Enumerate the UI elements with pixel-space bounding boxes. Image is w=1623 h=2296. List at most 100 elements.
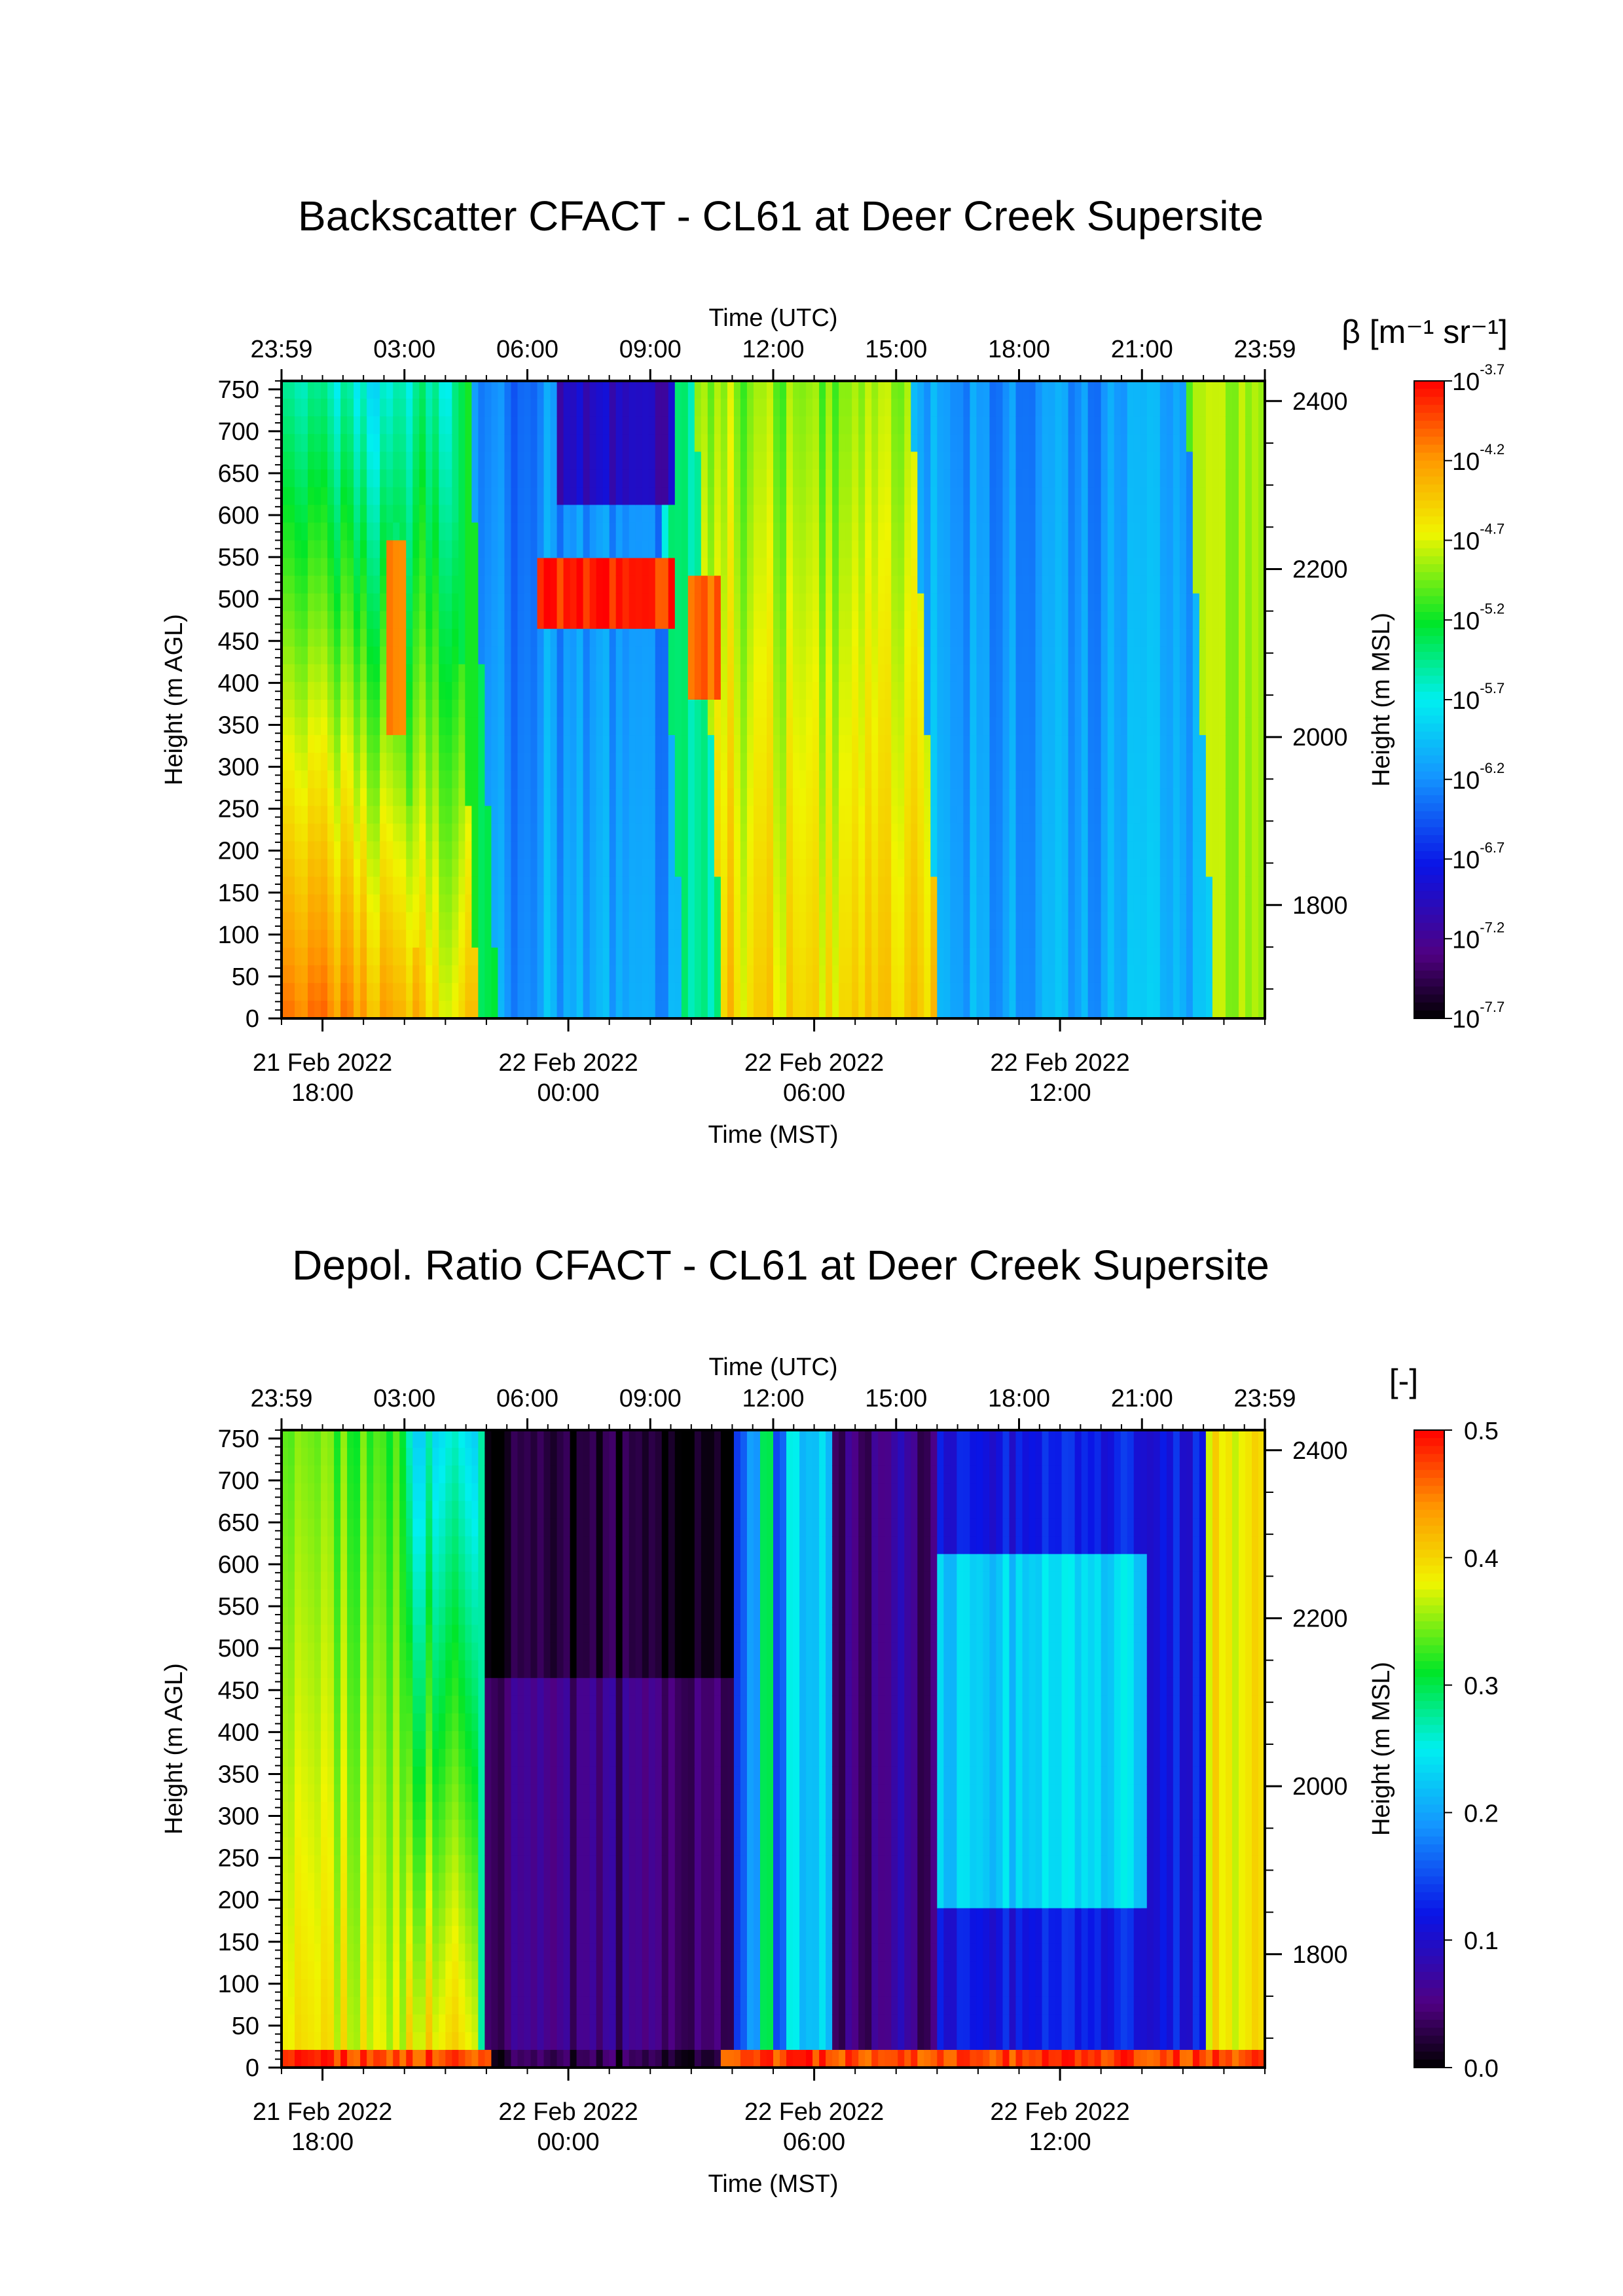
heatmap-cell bbox=[753, 381, 761, 399]
heatmap-cell bbox=[576, 399, 584, 417]
heatmap-cell bbox=[701, 753, 708, 771]
heatmap-cell bbox=[1140, 717, 1148, 736]
heatmap-cell bbox=[419, 469, 426, 488]
heatmap-cell bbox=[452, 788, 459, 806]
heatmap-cell bbox=[989, 646, 997, 665]
heatmap-cell bbox=[661, 753, 669, 771]
heatmap-cell bbox=[1146, 965, 1154, 984]
heatmap-cell bbox=[1009, 575, 1017, 594]
heatmap-cell bbox=[819, 1000, 826, 1019]
heatmap-cell bbox=[360, 717, 367, 736]
heatmap-cell bbox=[930, 859, 938, 878]
heatmap-cell bbox=[282, 947, 289, 966]
heatmap-cell bbox=[740, 558, 748, 577]
heatmap-cell bbox=[714, 434, 721, 452]
heatmap-cell bbox=[1166, 399, 1174, 417]
heatmap-cell bbox=[524, 859, 532, 878]
heatmap-cell bbox=[976, 593, 984, 612]
heatmap-cell bbox=[321, 912, 328, 931]
heatmap-cell bbox=[426, 522, 433, 541]
heatmap-cell bbox=[498, 540, 505, 559]
heatmap-cell bbox=[746, 681, 754, 700]
heatmap-cell bbox=[386, 859, 393, 878]
heatmap-cell bbox=[308, 434, 315, 452]
heatmap-cell bbox=[517, 452, 525, 470]
heatmap-cell bbox=[1186, 753, 1194, 771]
heatmap-cell bbox=[819, 611, 826, 630]
heatmap-cell bbox=[674, 505, 682, 524]
heatmap-cell bbox=[1153, 469, 1161, 488]
heatmap-cell bbox=[530, 823, 538, 842]
heatmap-cell bbox=[786, 399, 793, 417]
heatmap-cell bbox=[1159, 611, 1167, 630]
heatmap-cell bbox=[668, 947, 676, 966]
heatmap-cell bbox=[543, 452, 551, 470]
heatmap-cell bbox=[793, 540, 800, 559]
heatmap-cell bbox=[1002, 788, 1010, 806]
heatmap-cell bbox=[458, 469, 465, 488]
heatmap-cell bbox=[380, 965, 387, 984]
heatmap-cell bbox=[1087, 575, 1095, 594]
heatmap-cell bbox=[924, 770, 931, 789]
heatmap-cell bbox=[1074, 806, 1082, 824]
heatmap-cell bbox=[380, 558, 387, 577]
heatmap-cell bbox=[1159, 947, 1167, 966]
heatmap-cell bbox=[504, 469, 512, 488]
heatmap-cell bbox=[524, 522, 532, 541]
heatmap-cell bbox=[740, 823, 748, 842]
heatmap-cell bbox=[609, 558, 617, 577]
heatmap-cell bbox=[786, 558, 793, 577]
heatmap-cell bbox=[1173, 876, 1180, 895]
heatmap-cell bbox=[452, 770, 459, 789]
heatmap-cell bbox=[852, 399, 859, 417]
heatmap-cell bbox=[950, 487, 957, 505]
heatmap-cell bbox=[426, 753, 433, 771]
heatmap-cell bbox=[602, 575, 610, 594]
heatmap-cell bbox=[1120, 770, 1128, 789]
heatmap-cell bbox=[1035, 611, 1043, 630]
heatmap-cell bbox=[826, 681, 833, 700]
heatmap-cell bbox=[1068, 841, 1076, 860]
heatmap-cell bbox=[970, 929, 977, 948]
heatmap-cell bbox=[674, 681, 682, 700]
heatmap-cell bbox=[478, 859, 486, 878]
heatmap-cell bbox=[963, 965, 970, 984]
heatmap-cell bbox=[615, 540, 623, 559]
heatmap-cell bbox=[694, 469, 702, 488]
heatmap-cell bbox=[1074, 965, 1082, 984]
heatmap-cell bbox=[288, 469, 295, 488]
heatmap-cell bbox=[596, 611, 604, 630]
heatmap-cell bbox=[819, 434, 826, 452]
heatmap-cell bbox=[321, 416, 328, 435]
heatmap-cell bbox=[1009, 735, 1017, 753]
heatmap-cell bbox=[930, 540, 938, 559]
heatmap-cell bbox=[1009, 416, 1017, 435]
heatmap-cell bbox=[282, 717, 289, 736]
heatmap-cell bbox=[484, 558, 492, 577]
heatmap-cell bbox=[884, 593, 892, 612]
heatmap-cell bbox=[524, 876, 532, 895]
heatmap-cell bbox=[530, 947, 538, 966]
heatmap-cell bbox=[957, 505, 964, 524]
heatmap-cell bbox=[642, 522, 649, 541]
heatmap-cell bbox=[393, 416, 400, 435]
heatmap-cell bbox=[1107, 416, 1115, 435]
heatmap-cell bbox=[301, 788, 308, 806]
heatmap-cell bbox=[504, 540, 512, 559]
heatmap-cell bbox=[615, 770, 623, 789]
heatmap-cell bbox=[550, 558, 558, 577]
heatmap-cell bbox=[780, 947, 787, 966]
heatmap-cell bbox=[687, 399, 695, 417]
heatmap-cell bbox=[589, 487, 597, 505]
heatmap-cell bbox=[334, 487, 341, 505]
heatmap-cell bbox=[1015, 681, 1023, 700]
heatmap-cell bbox=[439, 434, 446, 452]
heatmap-cell bbox=[766, 628, 774, 647]
heatmap-cell bbox=[983, 681, 991, 700]
heatmap-cell bbox=[347, 912, 354, 931]
heatmap-cell bbox=[661, 575, 669, 594]
heatmap-cell bbox=[891, 841, 898, 860]
heatmap-cell bbox=[556, 788, 564, 806]
heatmap-cell bbox=[786, 434, 793, 452]
heatmap-cell bbox=[504, 947, 512, 966]
